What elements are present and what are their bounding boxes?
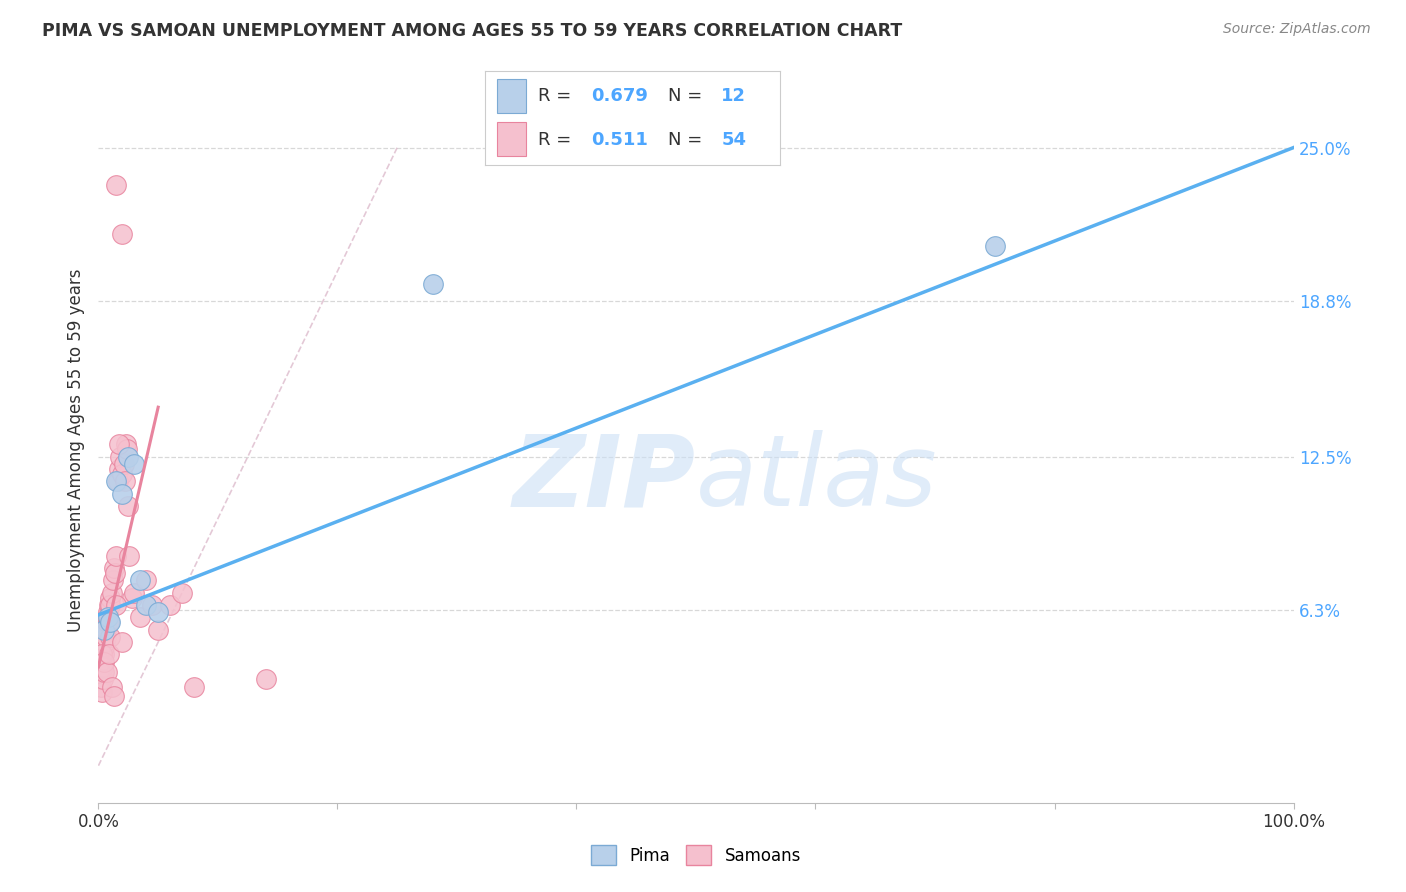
Point — [172, 585, 194, 599]
Point — [94, 630, 117, 644]
Point — [129, 610, 152, 624]
Point — [124, 585, 146, 599]
Point — [114, 475, 136, 489]
Point — [100, 585, 122, 599]
Point — [97, 606, 120, 620]
Text: PIMA VS SAMOAN UNEMPLOYMENT AMONG AGES 55 TO 59 YEARS CORRELATION CHART: PIMA VS SAMOAN UNEMPLOYMENT AMONG AGES 5… — [42, 22, 903, 40]
Point — [91, 648, 114, 662]
Point — [90, 680, 112, 694]
Point — [183, 680, 205, 694]
Point — [101, 574, 124, 588]
Text: 0.679: 0.679 — [592, 87, 648, 104]
Text: 0.511: 0.511 — [592, 131, 648, 149]
Point — [107, 437, 129, 451]
Point — [105, 598, 128, 612]
Bar — [496, 78, 526, 112]
Point — [135, 574, 157, 588]
Point — [98, 648, 121, 662]
Point — [97, 598, 120, 612]
Point — [103, 561, 125, 575]
Point — [96, 615, 118, 630]
Text: atlas: atlas — [696, 430, 938, 527]
Point — [96, 665, 118, 679]
Point — [98, 615, 121, 630]
Text: R =: R = — [538, 131, 583, 149]
Text: Source: ZipAtlas.com: Source: ZipAtlas.com — [1223, 22, 1371, 37]
Point — [254, 672, 277, 686]
Point — [112, 457, 135, 471]
Point — [93, 623, 115, 637]
Point — [93, 648, 115, 662]
Point — [141, 598, 163, 612]
Point — [105, 549, 128, 563]
Point — [115, 437, 138, 451]
Point — [94, 635, 117, 649]
Point — [89, 655, 111, 669]
Point — [89, 665, 111, 679]
Bar — [496, 122, 526, 156]
Point — [98, 630, 122, 644]
Point — [148, 606, 170, 620]
Point — [103, 690, 125, 704]
Point — [129, 574, 152, 588]
Point — [135, 598, 157, 612]
Text: R =: R = — [538, 87, 578, 104]
Point — [422, 277, 444, 291]
Point — [96, 610, 118, 624]
Point — [96, 623, 118, 637]
Point — [91, 672, 114, 686]
Point — [115, 442, 138, 457]
Point — [98, 598, 122, 612]
Text: N =: N = — [668, 131, 709, 149]
Point — [105, 178, 128, 192]
Point — [159, 598, 181, 612]
Point — [111, 635, 134, 649]
Point — [107, 475, 129, 489]
Point — [98, 591, 121, 605]
Point — [111, 487, 134, 501]
Text: 12: 12 — [721, 87, 747, 104]
Point — [107, 462, 129, 476]
Point — [90, 672, 112, 686]
Point — [91, 660, 114, 674]
Point — [108, 450, 131, 464]
Point — [105, 475, 128, 489]
Text: N =: N = — [668, 87, 709, 104]
Point — [117, 499, 139, 513]
Point — [100, 680, 122, 694]
Point — [118, 549, 141, 563]
Point — [93, 655, 115, 669]
Point — [104, 566, 127, 580]
Point — [111, 227, 134, 241]
Point — [91, 684, 114, 698]
Point — [97, 610, 120, 624]
Y-axis label: Unemployment Among Ages 55 to 59 years: Unemployment Among Ages 55 to 59 years — [66, 268, 84, 632]
Point — [98, 615, 122, 630]
Point — [121, 591, 143, 605]
Point — [93, 640, 115, 654]
Legend: Pima, Samoans: Pima, Samoans — [583, 838, 808, 872]
Point — [124, 457, 146, 471]
Point — [111, 467, 134, 481]
Point — [117, 450, 139, 464]
Text: 54: 54 — [721, 131, 747, 149]
Point — [93, 665, 115, 679]
Text: ZIP: ZIP — [513, 430, 696, 527]
Point — [984, 239, 1007, 253]
Point — [148, 623, 170, 637]
